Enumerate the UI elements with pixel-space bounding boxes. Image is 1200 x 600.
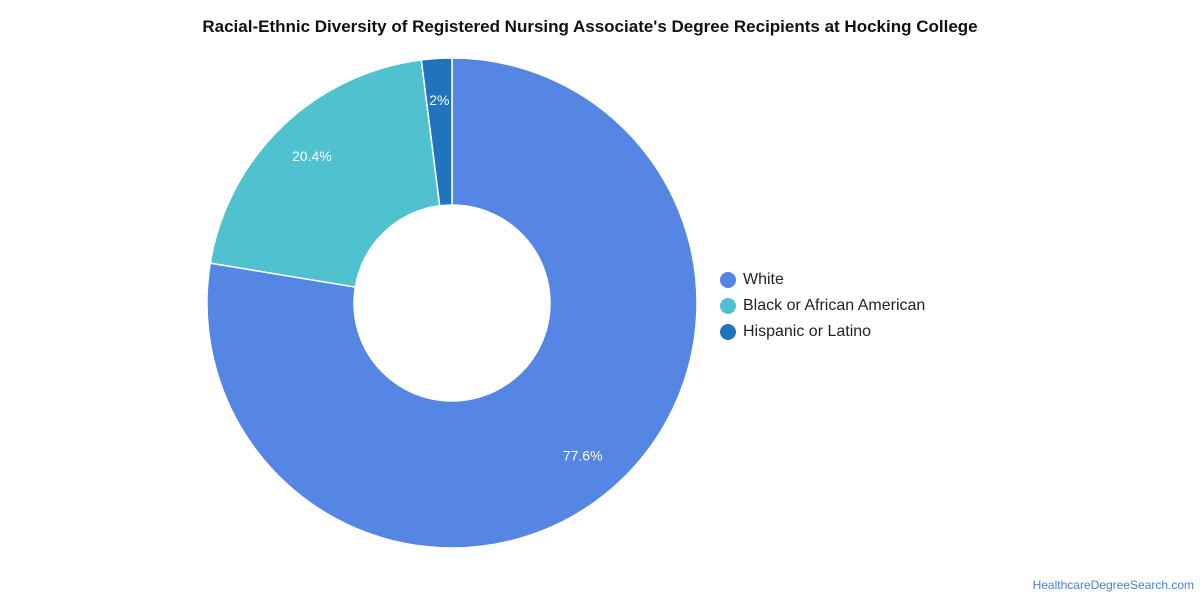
legend-item-white[interactable]: White bbox=[720, 267, 925, 293]
slice-label-black-or-african-american: 20.4% bbox=[292, 148, 332, 164]
slice-white[interactable] bbox=[206, 57, 698, 549]
source-credit[interactable]: HealthcareDegreeSearch.com bbox=[1032, 578, 1194, 592]
legend-swatch-icon bbox=[720, 272, 736, 288]
legend-swatch-icon bbox=[720, 298, 736, 314]
legend-label: White bbox=[743, 271, 784, 288]
legend-item-black-or-african-american[interactable]: Black or African American bbox=[720, 293, 925, 319]
legend-label: Black or African American bbox=[743, 297, 926, 314]
legend-swatch-icon bbox=[720, 324, 736, 340]
legend-label: Hispanic or Latino bbox=[743, 323, 872, 340]
chart-title: Racial-Ethnic Diversity of Registered Nu… bbox=[202, 17, 978, 36]
slice-label-hispanic-or-latino: 2% bbox=[429, 92, 449, 108]
legend-item-hispanic-or-latino[interactable]: Hispanic or Latino bbox=[720, 319, 925, 345]
slice-hispanic-or-latino[interactable] bbox=[420, 57, 453, 207]
slice-label-white: 77.6% bbox=[563, 448, 603, 464]
slice-black-or-african-american[interactable] bbox=[209, 59, 441, 288]
chart-legend: White Black or African American Hispanic o… bbox=[720, 267, 925, 345]
